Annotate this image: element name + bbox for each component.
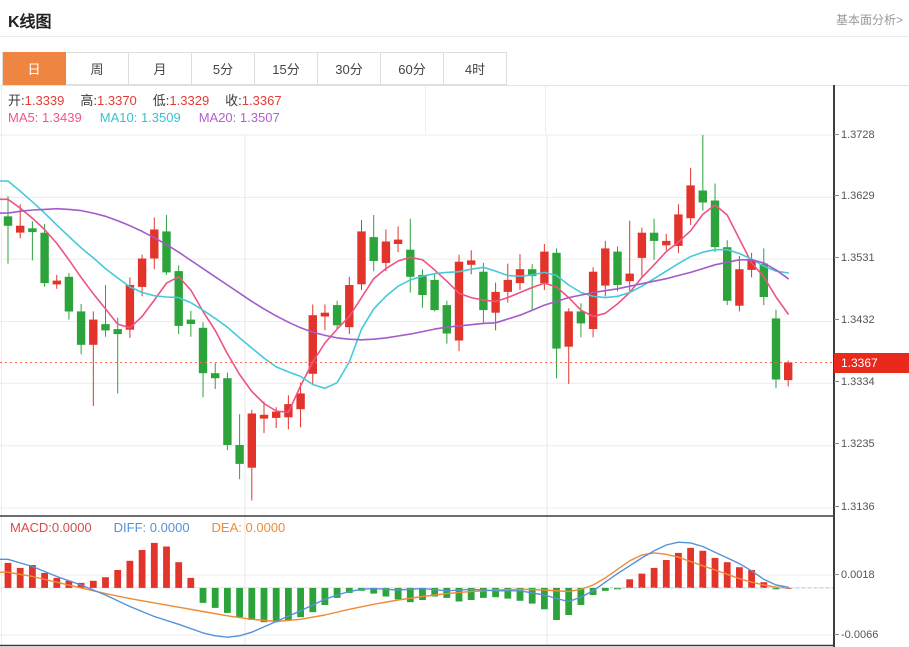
chart-left-border xyxy=(1,85,2,647)
info-divider xyxy=(425,86,426,133)
ma20-value: 1.3507 xyxy=(239,110,280,125)
price-tick-1: 1.3728 xyxy=(834,129,875,141)
price-tick-3: 1.3531 xyxy=(834,252,875,264)
tab-4hour[interactable]: 4时 xyxy=(444,52,507,85)
ma5-value: 1.3439 xyxy=(41,110,82,125)
open-stat: 开:1.3339 xyxy=(8,93,65,108)
info-divider-2 xyxy=(545,86,546,133)
title-divider xyxy=(0,36,909,37)
high-stat: 高:1.3370 xyxy=(80,93,137,108)
tab-15min[interactable]: 15分 xyxy=(255,52,318,85)
ma10-stat: MA10: 1.3509 xyxy=(99,110,181,125)
price-tick-7: 1.3136 xyxy=(834,501,875,513)
price-tick-5: 1.3334 xyxy=(834,376,875,388)
tabs-underline xyxy=(0,85,909,86)
ma-bar: MA5: 1.3439 MA10: 1.3509 MA20: 1.3507 xyxy=(8,110,280,125)
kline-chart-canvas[interactable] xyxy=(0,133,833,647)
diff-value: 0.0000 xyxy=(149,520,190,535)
interval-tabs: 日 周 月 5分 15分 30分 60分 4时 xyxy=(2,52,507,85)
price-tick-6: 1.3235 xyxy=(834,438,875,450)
macd-tick-2: -0.0066 xyxy=(833,629,879,641)
tab-day[interactable]: 日 xyxy=(3,52,66,85)
close-value: 1.3367 xyxy=(241,93,282,108)
ma10-value: 1.3509 xyxy=(140,110,181,125)
open-value: 1.3339 xyxy=(24,93,65,108)
diff-stat: DIFF: 0.0000 xyxy=(113,520,190,535)
close-stat: 收:1.3367 xyxy=(225,93,282,108)
ma5-stat: MA5: 1.3439 xyxy=(8,110,82,125)
macd-stat: MACD:0.0000 xyxy=(10,520,92,535)
dea-stat: DEA: 0.0000 xyxy=(211,520,286,535)
current-price-tag: 1.3367 xyxy=(834,353,909,373)
dea-value: 0.0000 xyxy=(245,520,286,535)
price-tick-2: 1.3629 xyxy=(834,190,875,202)
low-value: 1.3329 xyxy=(169,93,210,108)
ohlc-bar: 开:1.3339 高:1.3370 低:1.3329 收:1.3367 xyxy=(8,90,282,109)
high-value: 1.3370 xyxy=(97,93,137,108)
page-title: K线图 xyxy=(8,14,52,31)
fundamental-analysis-link[interactable]: 基本面分析> xyxy=(835,13,903,27)
price-tick-4: 1.3432 xyxy=(834,314,875,326)
tab-60min[interactable]: 60分 xyxy=(381,52,444,85)
tab-week[interactable]: 周 xyxy=(66,52,129,85)
tab-5min[interactable]: 5分 xyxy=(192,52,255,85)
ma20-stat: MA20: 1.3507 xyxy=(198,110,280,125)
macd-bar: MACD:0.0000 DIFF: 0.0000 DEA: 0.0000 xyxy=(10,520,285,535)
tab-30min[interactable]: 30分 xyxy=(318,52,381,85)
low-stat: 低:1.3329 xyxy=(152,93,210,108)
macd-tick-1: 0.0018 xyxy=(834,569,875,581)
tab-month[interactable]: 月 xyxy=(129,52,192,85)
macd-value: 0.0000 xyxy=(51,520,92,535)
